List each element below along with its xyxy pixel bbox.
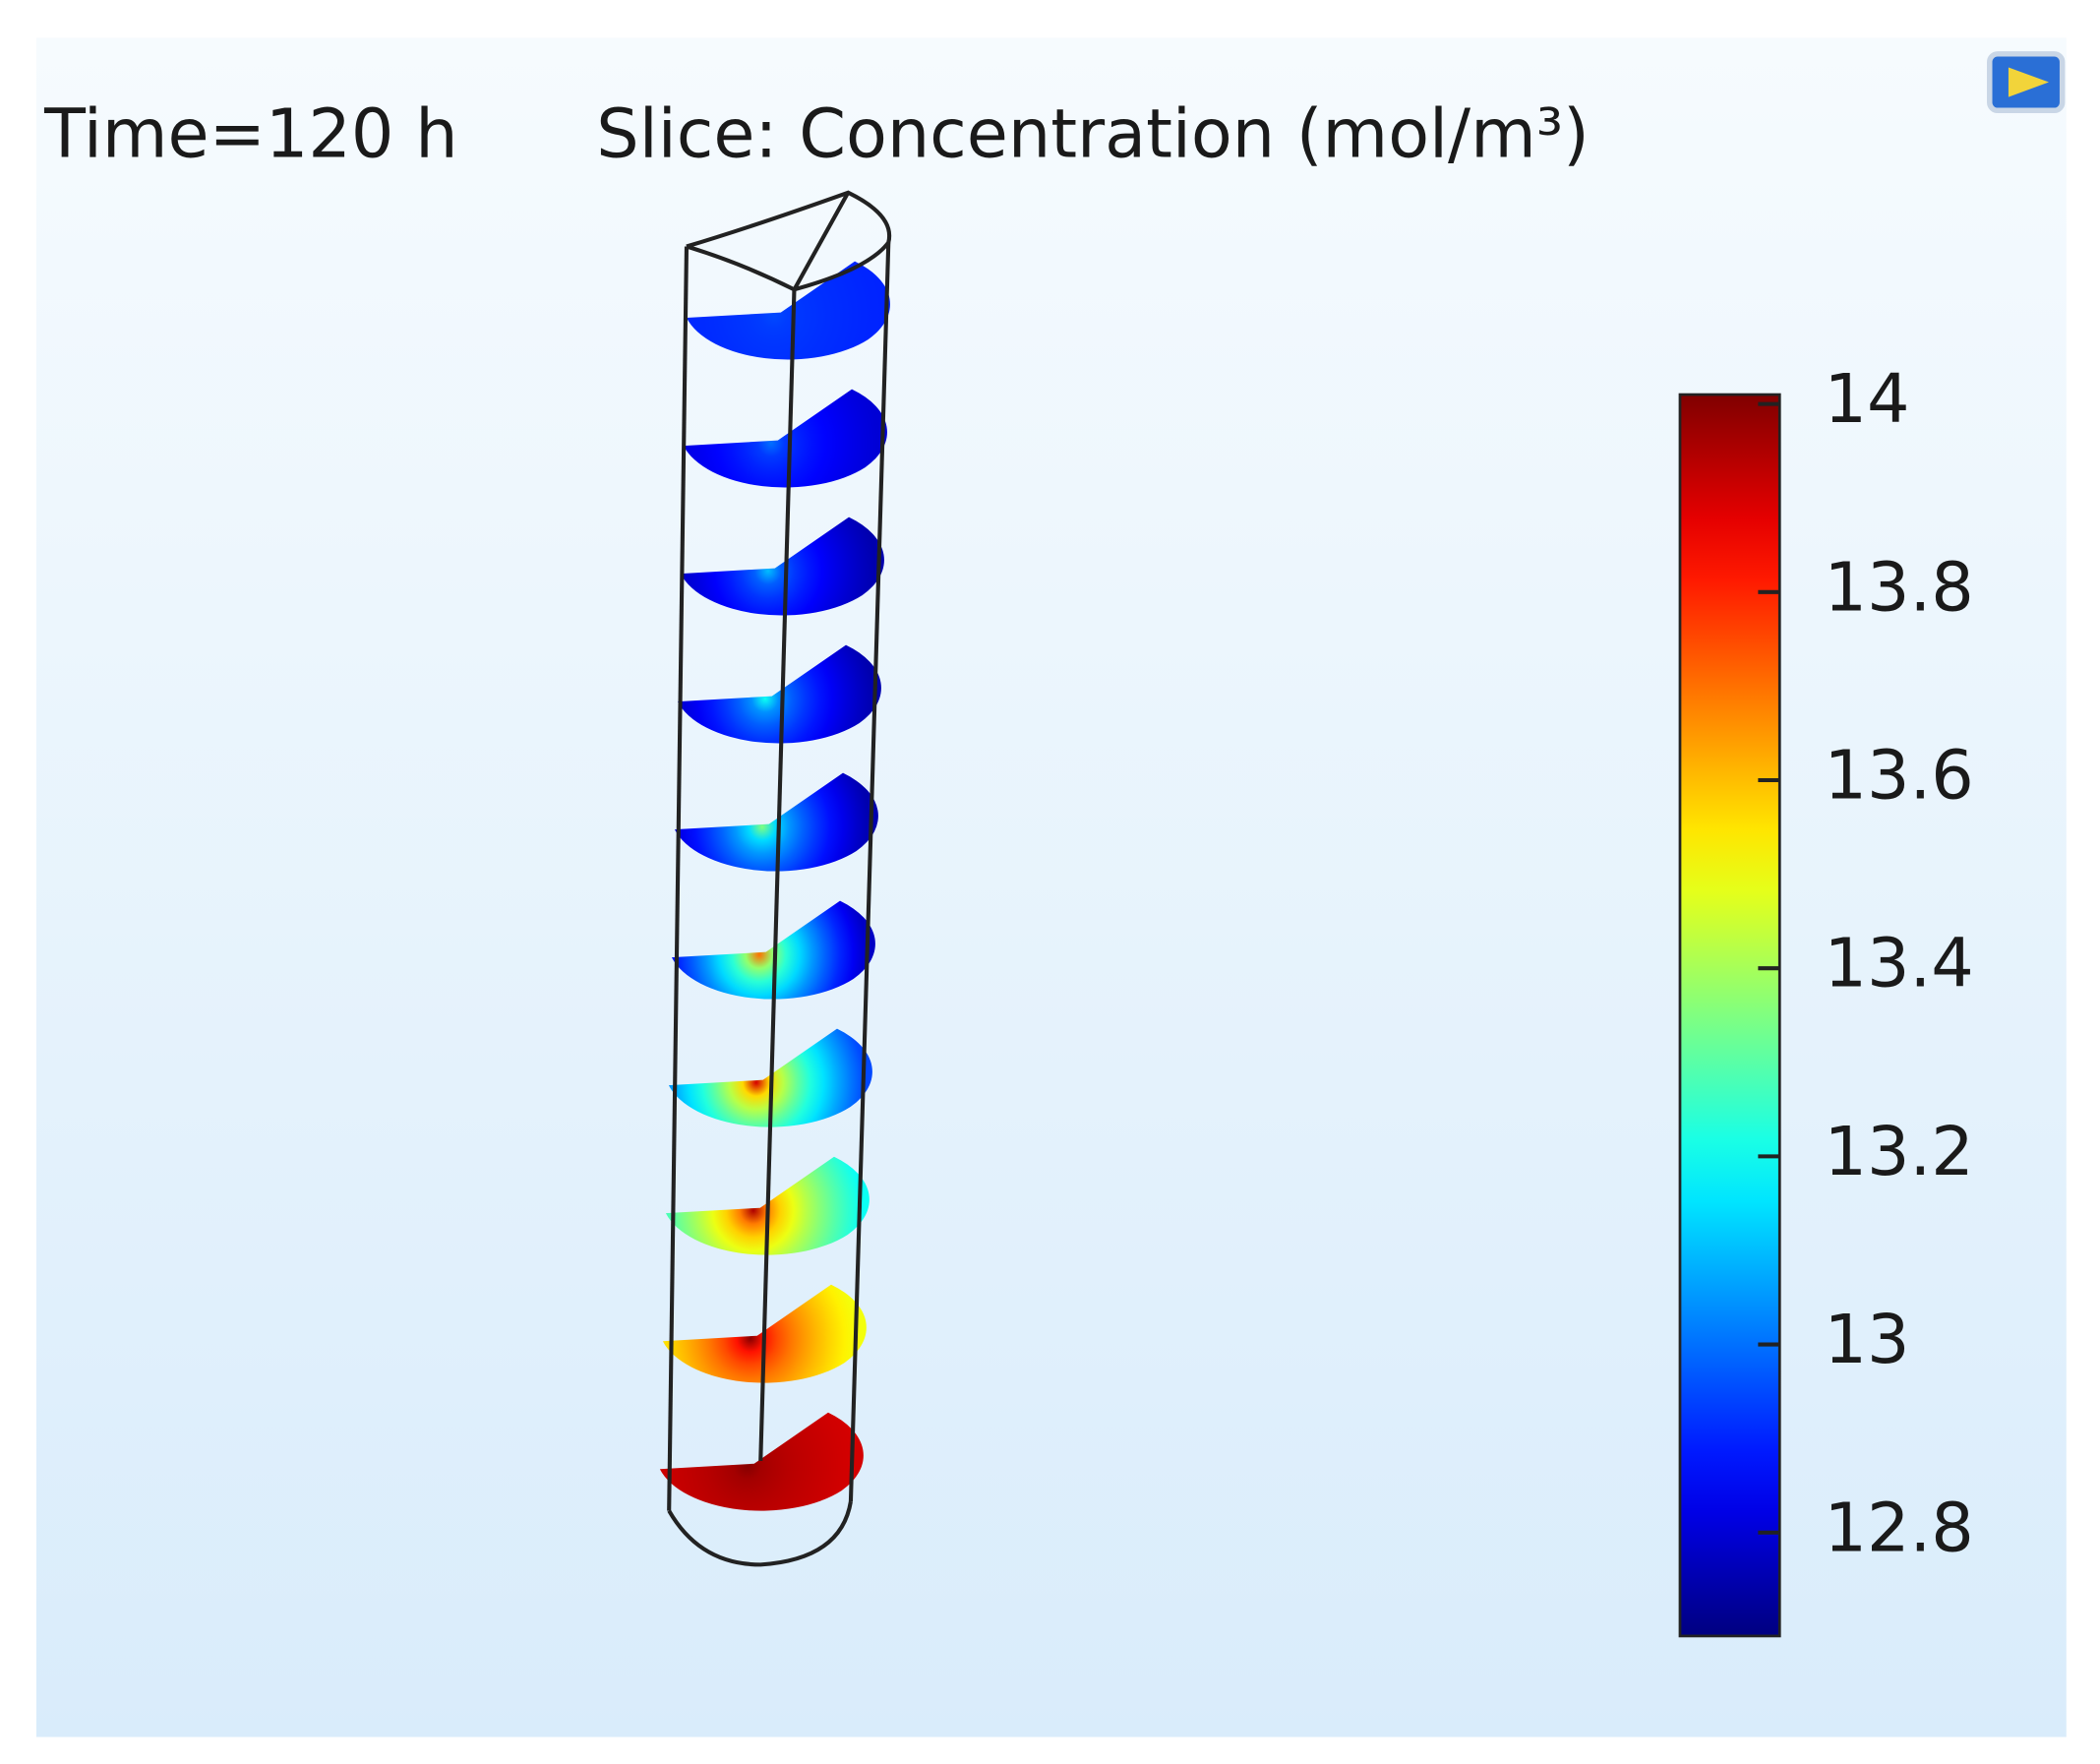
time-label: Time=120 h <box>43 95 457 174</box>
plot-title: Slice: Concentration (mol/m³) <box>596 95 1590 174</box>
cylinder-outline <box>667 190 892 1567</box>
toolbar-icon[interactable] <box>1987 51 2066 114</box>
colorbar-tick-label: 13.8 <box>1824 548 1973 627</box>
concentration-slice <box>686 261 890 360</box>
colorbar-tick-label: 14 <box>1824 360 1909 439</box>
colorbar-scale <box>1678 393 1781 1638</box>
colorbar-tick-label: 13.2 <box>1824 1113 1973 1191</box>
concentration-slice <box>677 644 881 744</box>
colorbar: 14 13.8 13.6 13.4 13.2 13 12.8 <box>1678 360 1974 1638</box>
concentration-slice <box>659 1412 864 1511</box>
concentration-slice <box>674 772 878 872</box>
concentration-slice <box>683 389 887 488</box>
colorbar-tick-label: 13.4 <box>1824 925 1973 1004</box>
colorbar-tick-label: 12.8 <box>1824 1489 1973 1567</box>
colorbar-tick-label: 13 <box>1824 1301 1909 1379</box>
concentration-slice <box>680 517 884 616</box>
colorbar-tick-label: 13.6 <box>1824 737 1973 816</box>
